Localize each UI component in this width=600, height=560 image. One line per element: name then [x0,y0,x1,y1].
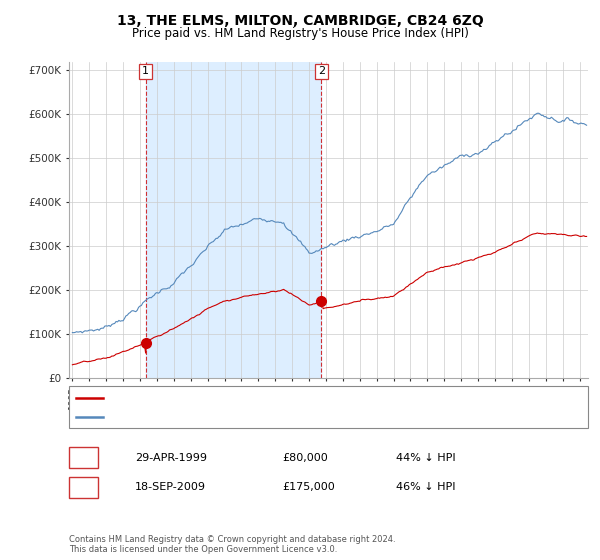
Text: Contains HM Land Registry data © Crown copyright and database right 2024.
This d: Contains HM Land Registry data © Crown c… [69,535,395,554]
Text: HPI: Average price, detached house, South Cambridgeshire: HPI: Average price, detached house, Sout… [108,412,398,422]
Text: 13, THE ELMS, MILTON, CAMBRIDGE, CB24 6ZQ (detached house): 13, THE ELMS, MILTON, CAMBRIDGE, CB24 6Z… [108,393,428,403]
Text: 44% ↓ HPI: 44% ↓ HPI [396,452,455,463]
Text: 18-SEP-2009: 18-SEP-2009 [135,482,206,492]
Text: 46% ↓ HPI: 46% ↓ HPI [396,482,455,492]
Text: 1: 1 [80,452,87,463]
Text: Price paid vs. HM Land Registry's House Price Index (HPI): Price paid vs. HM Land Registry's House … [131,27,469,40]
Text: 1: 1 [142,66,149,76]
Text: £80,000: £80,000 [282,452,328,463]
Text: 2: 2 [317,66,325,76]
Text: 13, THE ELMS, MILTON, CAMBRIDGE, CB24 6ZQ: 13, THE ELMS, MILTON, CAMBRIDGE, CB24 6Z… [116,14,484,28]
Text: 29-APR-1999: 29-APR-1999 [135,452,207,463]
Text: £175,000: £175,000 [282,482,335,492]
Text: 2: 2 [80,482,87,492]
Bar [146,62,321,378]
